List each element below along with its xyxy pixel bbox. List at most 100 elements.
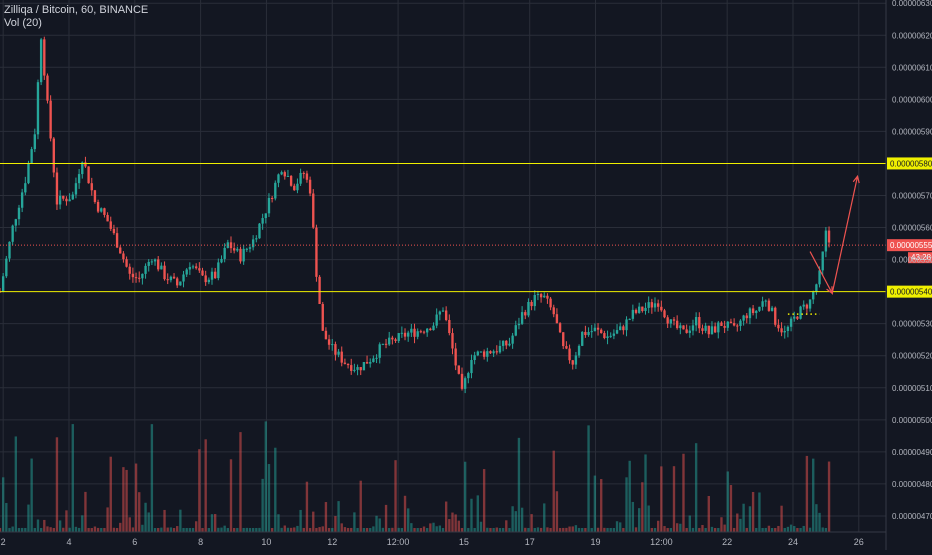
- volume-bar: [144, 502, 147, 532]
- candle-body: [106, 214, 109, 222]
- volume-bar: [375, 515, 378, 532]
- candle-body: [1, 276, 5, 292]
- volume-bar: [318, 527, 321, 532]
- volume-bar: [5, 502, 8, 532]
- volume-bar: [350, 527, 353, 532]
- candle-body: [251, 239, 255, 248]
- volume-bar: [501, 528, 505, 532]
- volume-bar: [138, 492, 141, 532]
- volume-bar: [701, 525, 704, 532]
- candle-body: [90, 183, 93, 191]
- x-tick-label: 26: [854, 537, 864, 547]
- volume-bar: [305, 481, 309, 532]
- candle-body: [131, 273, 135, 278]
- volume-bar: [555, 491, 559, 532]
- candle-body: [397, 333, 400, 341]
- candle-body: [758, 306, 761, 311]
- volume-bar: [698, 527, 701, 532]
- annotations: [787, 174, 860, 315]
- volume-bar: [24, 527, 27, 532]
- candle-body: [58, 195, 62, 205]
- y-tick-label: 0.00000550: [892, 256, 932, 265]
- candle-body: [729, 321, 733, 324]
- candle-body: [109, 221, 112, 229]
- volume-bar: [55, 437, 59, 532]
- volume-bar: [710, 526, 714, 532]
- volume-bar: [286, 527, 290, 532]
- volume-bar: [498, 527, 502, 532]
- candle-body: [381, 343, 385, 345]
- volume-bar: [524, 527, 527, 532]
- candle-body: [514, 325, 517, 336]
- x-tick-label: 12: [327, 537, 337, 547]
- volume-bar: [514, 511, 517, 532]
- volume-bar: [666, 528, 669, 532]
- candle-body: [274, 182, 277, 199]
- candle-body: [375, 357, 378, 359]
- projection-arrow: [809, 176, 859, 295]
- volume-bar: [217, 527, 220, 532]
- candle-body: [726, 321, 729, 328]
- x-tick-label: 2: [1, 537, 6, 547]
- volume-bar: [562, 527, 565, 532]
- volume-bar: [669, 527, 673, 532]
- volume-bar: [340, 523, 343, 532]
- candle-body: [628, 318, 631, 320]
- chart-legend: Zilliqa / Bitcoin, 60, BINANCE Vol (20): [4, 4, 148, 30]
- volume-bar: [93, 526, 97, 532]
- candle-body: [634, 309, 638, 313]
- volume-bar: [732, 527, 736, 532]
- x-tick-label: 10: [261, 537, 271, 547]
- volume-bar: [369, 527, 372, 532]
- volume-bar: [473, 527, 476, 532]
- volume-bar: [296, 525, 299, 532]
- volume-bar: [179, 509, 182, 532]
- volume-bar: [606, 528, 609, 532]
- candle-body: [359, 367, 362, 371]
- candle-body: [584, 331, 587, 336]
- y-tick-label: 0.00000500: [892, 416, 932, 425]
- volume-bar: [467, 527, 470, 532]
- candle-body: [429, 328, 432, 331]
- candle-body: [122, 253, 125, 260]
- candle-body: [783, 330, 786, 333]
- candle-body: [33, 134, 36, 150]
- volume-bar: [400, 527, 404, 532]
- candle-body: [365, 362, 369, 364]
- volume-bar: [808, 527, 812, 532]
- volume-bar: [289, 527, 293, 532]
- candle-body: [30, 149, 33, 163]
- candle-body: [656, 303, 660, 307]
- volume-bar: [81, 515, 84, 532]
- volume-bar: [182, 527, 185, 532]
- volume-bar: [520, 507, 524, 532]
- volume-bar: [444, 501, 448, 532]
- candle-body: [182, 274, 185, 282]
- volume-bar: [777, 525, 780, 532]
- candle-body: [369, 362, 372, 364]
- volume-bar: [315, 528, 318, 532]
- x-tick-label: 17: [525, 537, 535, 547]
- candle-body: [536, 294, 540, 296]
- volume-bar: [68, 527, 71, 532]
- candle-body: [8, 241, 11, 259]
- volume-bar: [815, 504, 818, 532]
- volume-bar: [264, 421, 267, 532]
- volume-bar: [581, 527, 584, 532]
- candle-body: [675, 320, 679, 329]
- candle-body: [644, 307, 647, 311]
- volume-bar: [489, 527, 492, 532]
- volume-bar: [619, 522, 622, 532]
- candle-body: [296, 183, 299, 191]
- candle-body: [62, 195, 65, 199]
- volume-bar: [232, 527, 236, 532]
- volume-bar: [530, 514, 533, 532]
- candle-body: [337, 351, 340, 355]
- candle-body: [476, 351, 479, 356]
- candle-body: [144, 265, 147, 274]
- candle-body: [96, 201, 100, 212]
- candle-body: [52, 138, 55, 173]
